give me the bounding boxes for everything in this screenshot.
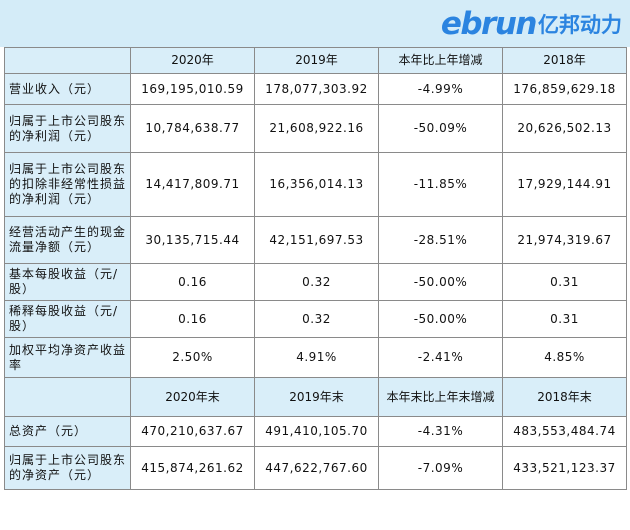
table-header-row: 2020年末 2019年末 本年末比上年末增减 2018年末 (4, 377, 627, 417)
table-row: 稀释每股收益（元/股） 0.16 0.32 -50.00% 0.31 (4, 300, 627, 338)
value-cell: -11.85% (378, 152, 503, 217)
value-cell: 14,417,809.71 (130, 152, 255, 217)
value-cell: 16,356,014.13 (254, 152, 379, 217)
table-row: 总资产（元） 470,210,637.67 491,410,105.70 -4.31%… (4, 416, 627, 447)
value-cell: 0.16 (130, 300, 255, 338)
value-cell: 447,622,767.60 (254, 446, 379, 490)
column-header: 2018年 (502, 47, 627, 74)
table-row: 归属于上市公司股东的扣除非经常性损益的净利润（元） 14,417,809.71 16… (4, 152, 627, 217)
row-label: 营业收入（元） (4, 73, 131, 105)
value-cell: 470,210,637.67 (130, 416, 255, 447)
table-row: 归属于上市公司股东的净资产（元） 415,874,261.62 447,622,76… (4, 446, 627, 490)
value-cell: 491,410,105.70 (254, 416, 379, 447)
value-cell: 21,608,922.16 (254, 104, 379, 153)
value-cell: 415,874,261.62 (130, 446, 255, 490)
column-header: 2018年末 (502, 377, 627, 417)
value-cell: 178,077,303.92 (254, 73, 379, 105)
value-cell: 0.32 (254, 263, 379, 301)
row-label: 基本每股收益（元/股） (4, 263, 131, 301)
value-cell: 2.50% (130, 337, 255, 378)
row-label: 经营活动产生的现金流量净额（元） (4, 216, 131, 264)
column-header: 本年末比上年末增减 (378, 377, 503, 417)
value-cell: 0.31 (502, 263, 627, 301)
table-header-row: 2020年 2019年 本年比上年增减 2018年 (4, 47, 627, 74)
logo-mark: ebrun (440, 6, 538, 42)
logo-name: 亿邦动力 (538, 13, 622, 37)
value-cell: 4.85% (502, 337, 627, 378)
table-row: 营业收入（元） 169,195,010.59 178,077,303.92 -4.99… (4, 73, 627, 105)
header-blank-cell (4, 377, 131, 417)
table-row: 经营活动产生的现金流量净额（元） 30,135,715.44 42,151,697.… (4, 216, 627, 264)
column-header: 本年比上年增减 (378, 47, 503, 74)
column-header: 2019年末 (254, 377, 379, 417)
value-cell: 17,929,144.91 (502, 152, 627, 217)
value-cell: 0.31 (502, 300, 627, 338)
value-cell: 433,521,123.37 (502, 446, 627, 490)
value-cell: 42,151,697.53 (254, 216, 379, 264)
ebrun-logo: ebrun 亿邦动力 (440, 6, 622, 42)
value-cell: 20,626,502.13 (502, 104, 627, 153)
value-cell: -2.41% (378, 337, 503, 378)
column-header: 2020年 (130, 47, 255, 74)
value-cell: 4.91% (254, 337, 379, 378)
value-cell: -50.09% (378, 104, 503, 153)
value-cell: -28.51% (378, 216, 503, 264)
value-cell: -4.99% (378, 73, 503, 105)
row-label: 稀释每股收益（元/股） (4, 300, 131, 338)
value-cell: -50.00% (378, 263, 503, 301)
row-label: 加权平均净资产收益率 (4, 337, 131, 378)
column-header: 2020年末 (130, 377, 255, 417)
row-label: 归属于上市公司股东的净资产（元） (4, 446, 131, 490)
value-cell: 10,784,638.77 (130, 104, 255, 153)
header-blank-cell (4, 47, 131, 74)
value-cell: -50.00% (378, 300, 503, 338)
value-cell: 169,195,010.59 (130, 73, 255, 105)
financial-table: 2020年 2019年 本年比上年增减 2018年 营业收入（元） 169,195,010… (4, 47, 627, 490)
row-label: 归属于上市公司股东的扣除非经常性损益的净利润（元） (4, 152, 131, 217)
table-row: 加权平均净资产收益率 2.50% 4.91% -2.41% 4.85% (4, 337, 627, 378)
value-cell: 176,859,629.18 (502, 73, 627, 105)
column-header: 2019年 (254, 47, 379, 74)
value-cell: -7.09% (378, 446, 503, 490)
page-header: ebrun 亿邦动力 (0, 0, 630, 47)
table-row: 基本每股收益（元/股） 0.16 0.32 -50.00% 0.31 (4, 263, 627, 301)
row-label: 总资产（元） (4, 416, 131, 447)
value-cell: 21,974,319.67 (502, 216, 627, 264)
table-row: 归属于上市公司股东的净利润（元） 10,784,638.77 21,608,922.… (4, 104, 627, 153)
value-cell: 0.32 (254, 300, 379, 338)
value-cell: 483,553,484.74 (502, 416, 627, 447)
value-cell: 0.16 (130, 263, 255, 301)
value-cell: -4.31% (378, 416, 503, 447)
value-cell: 30,135,715.44 (130, 216, 255, 264)
row-label: 归属于上市公司股东的净利润（元） (4, 104, 131, 153)
